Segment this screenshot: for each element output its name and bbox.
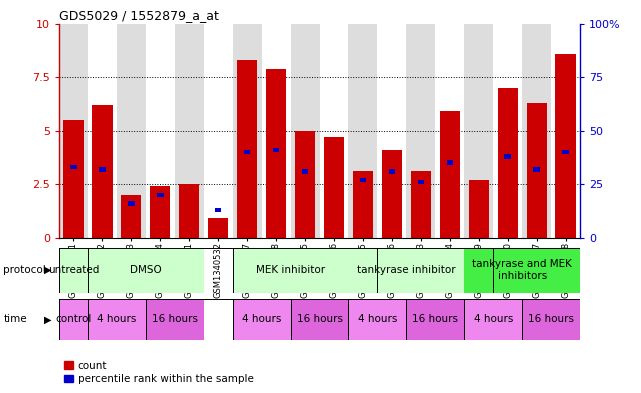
Bar	[556, 53, 576, 238]
Legend: count, percentile rank within the sample: count, percentile rank within the sample	[64, 361, 254, 384]
Bar	[150, 186, 171, 238]
Bar	[378, 24, 406, 238]
Bar	[504, 154, 511, 159]
Text: 4 hours: 4 hours	[97, 314, 137, 324]
Bar	[435, 24, 464, 238]
Bar	[128, 201, 135, 206]
Text: time: time	[3, 314, 27, 324]
Bar	[411, 171, 431, 238]
Text: 4 hours: 4 hours	[358, 314, 397, 324]
Text: 4 hours: 4 hours	[474, 314, 513, 324]
Bar	[302, 169, 308, 174]
Bar	[117, 24, 146, 238]
Bar	[526, 103, 547, 238]
Text: 16 hours: 16 hours	[152, 314, 198, 324]
Bar	[497, 88, 518, 238]
Bar	[388, 169, 395, 174]
Bar	[533, 167, 540, 172]
Bar	[121, 195, 142, 238]
Text: 16 hours: 16 hours	[412, 314, 458, 324]
Text: ▶: ▶	[44, 265, 52, 275]
Text: untreated: untreated	[48, 265, 99, 275]
Bar	[208, 219, 228, 238]
Bar	[244, 150, 251, 154]
Bar	[233, 24, 262, 238]
Text: control: control	[55, 314, 92, 324]
Text: tankyrase and MEK
inhibitors: tankyrase and MEK inhibitors	[472, 259, 572, 281]
Bar	[63, 120, 83, 238]
Bar	[71, 165, 77, 169]
Bar	[273, 148, 279, 152]
Bar	[324, 137, 344, 238]
Text: MEK inhibitor: MEK inhibitor	[256, 265, 325, 275]
Bar	[551, 24, 580, 238]
Text: 16 hours: 16 hours	[297, 314, 342, 324]
Bar	[266, 68, 287, 238]
Bar	[406, 24, 435, 238]
Text: ▶: ▶	[44, 314, 52, 324]
Bar	[204, 24, 233, 238]
Bar	[469, 180, 489, 238]
Bar	[494, 24, 522, 238]
Text: 16 hours: 16 hours	[528, 314, 574, 324]
Bar	[295, 130, 315, 238]
Text: tankyrase inhibitor: tankyrase inhibitor	[357, 265, 456, 275]
Bar	[319, 24, 349, 238]
Bar	[464, 24, 494, 238]
Bar	[382, 150, 402, 238]
Bar	[179, 184, 199, 238]
Bar	[353, 171, 373, 238]
Bar	[290, 24, 319, 238]
Text: protocol: protocol	[3, 265, 46, 275]
Bar	[418, 180, 424, 184]
Bar	[157, 193, 163, 197]
Bar	[88, 24, 117, 238]
Bar	[349, 24, 378, 238]
Bar	[215, 208, 221, 212]
Bar	[262, 24, 290, 238]
Text: 4 hours: 4 hours	[242, 314, 281, 324]
Bar	[175, 24, 204, 238]
Bar	[562, 150, 569, 154]
Bar	[92, 105, 113, 238]
Bar	[522, 24, 551, 238]
Text: DMSO: DMSO	[130, 265, 162, 275]
Bar	[59, 24, 88, 238]
Bar	[360, 178, 366, 182]
Bar	[237, 60, 257, 238]
Text: GDS5029 / 1552879_a_at: GDS5029 / 1552879_a_at	[59, 9, 219, 22]
Bar	[440, 111, 460, 238]
Bar	[447, 160, 453, 165]
Bar	[146, 24, 175, 238]
Bar	[99, 167, 106, 172]
